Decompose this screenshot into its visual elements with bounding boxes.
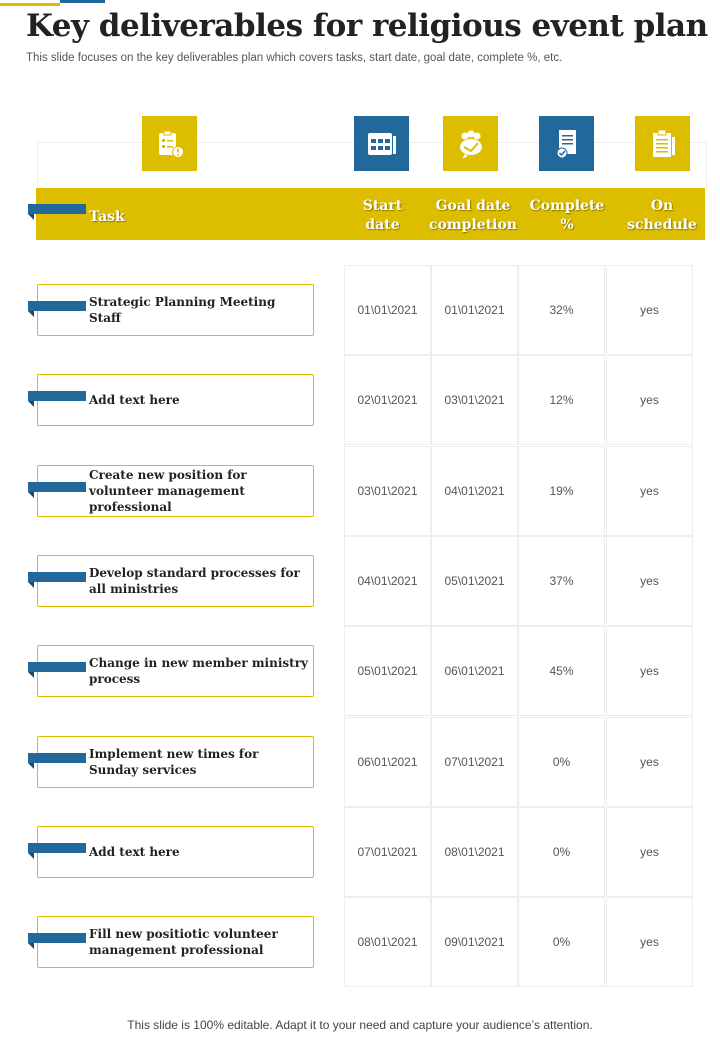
cell-schedule: yes [606, 355, 693, 446]
cell-goal: 06\01\2021 [431, 626, 518, 717]
team-handshake-icon [443, 116, 498, 171]
cell-complete: 37% [518, 535, 605, 626]
cell-start: 02\01\2021 [344, 355, 431, 446]
ribbon-marker [28, 391, 86, 408]
cell-complete: 12% [518, 355, 605, 446]
ribbon-marker [28, 752, 86, 769]
document-check-icon [539, 116, 594, 171]
footer-note: This slide is 100% editable. Adapt it to… [127, 1018, 593, 1032]
cell-schedule: yes [606, 626, 693, 717]
task-text: Strategic Planning Meeting Staff [89, 295, 276, 325]
task-text: Add text here [89, 844, 180, 859]
header-task: Task [89, 209, 125, 225]
task-text: Fill new positiotic volunteer management… [89, 927, 278, 958]
clipboard-list-icon [635, 116, 690, 171]
cell-schedule: yes [606, 806, 693, 897]
ribbon-marker [28, 662, 86, 679]
task-text: Add text here [89, 393, 180, 408]
task-text: Create new position for volunteer manage… [89, 467, 247, 514]
cell-start: 07\01\2021 [344, 806, 431, 897]
cell-goal: 07\01\2021 [431, 716, 518, 807]
cell-goal: 09\01\2021 [431, 897, 518, 988]
cell-start: 01\01\2021 [344, 265, 431, 355]
task-label: Add text here [89, 375, 309, 425]
task-label: Implement new times for Sunday services [89, 737, 309, 787]
cell-complete: 19% [518, 445, 605, 536]
ribbon-marker [28, 301, 86, 317]
task-label: Develop standard processes for all minis… [89, 556, 309, 606]
task-label: Create new position for volunteer manage… [89, 466, 309, 516]
cell-schedule: yes [606, 716, 693, 807]
ribbon-marker [28, 842, 86, 859]
accent-bar-blue [60, 0, 105, 3]
cell-goal: 01\01\2021 [431, 265, 518, 355]
cell-goal: 05\01\2021 [431, 535, 518, 626]
cell-complete: 0% [518, 716, 605, 807]
task-text: Develop standard processes for all minis… [89, 565, 300, 596]
cell-complete: 0% [518, 897, 605, 988]
header-on-schedule: On schedule [627, 198, 697, 233]
cell-schedule: yes [606, 265, 693, 355]
task-text: Implement new times for Sunday services [89, 746, 259, 777]
calendar-icon [354, 116, 409, 171]
cell-complete: 32% [518, 265, 605, 355]
task-label: Add text here [89, 827, 309, 877]
page-title: Key deliverables for religious event pla… [26, 8, 708, 44]
header-goal-date: Goal date completion [429, 198, 517, 233]
ribbon-marker [28, 933, 86, 950]
task-label: Change in new member ministry process [89, 646, 309, 696]
page-subtitle: This slide focuses on the key deliverabl… [26, 52, 563, 64]
cell-start: 06\01\2021 [344, 716, 431, 807]
cell-start: 05\01\2021 [344, 626, 431, 717]
ribbon-marker [28, 481, 86, 498]
cell-goal: 04\01\2021 [431, 445, 518, 536]
cell-schedule: yes [606, 445, 693, 536]
ribbon-marker [28, 204, 86, 220]
task-label: Fill new positiotic volunteer management… [89, 917, 309, 967]
cell-start: 03\01\2021 [344, 445, 431, 536]
table-header-band [36, 188, 705, 240]
ribbon-marker [28, 571, 86, 588]
cell-schedule: yes [606, 897, 693, 988]
cell-start: 04\01\2021 [344, 535, 431, 626]
accent-bar-yellow [0, 3, 60, 6]
task-text: Change in new member ministry process [89, 656, 308, 687]
header-start-date: Start date [362, 198, 403, 233]
cell-goal: 03\01\2021 [431, 355, 518, 446]
clipboard-alert-icon [142, 116, 197, 171]
cell-goal: 08\01\2021 [431, 806, 518, 897]
cell-complete: 0% [518, 806, 605, 897]
task-label: Strategic Planning Meeting Staff [89, 285, 309, 335]
cell-start: 08\01\2021 [344, 897, 431, 988]
header-complete: Complete % [529, 198, 605, 233]
cell-complete: 45% [518, 626, 605, 717]
cell-schedule: yes [606, 535, 693, 626]
